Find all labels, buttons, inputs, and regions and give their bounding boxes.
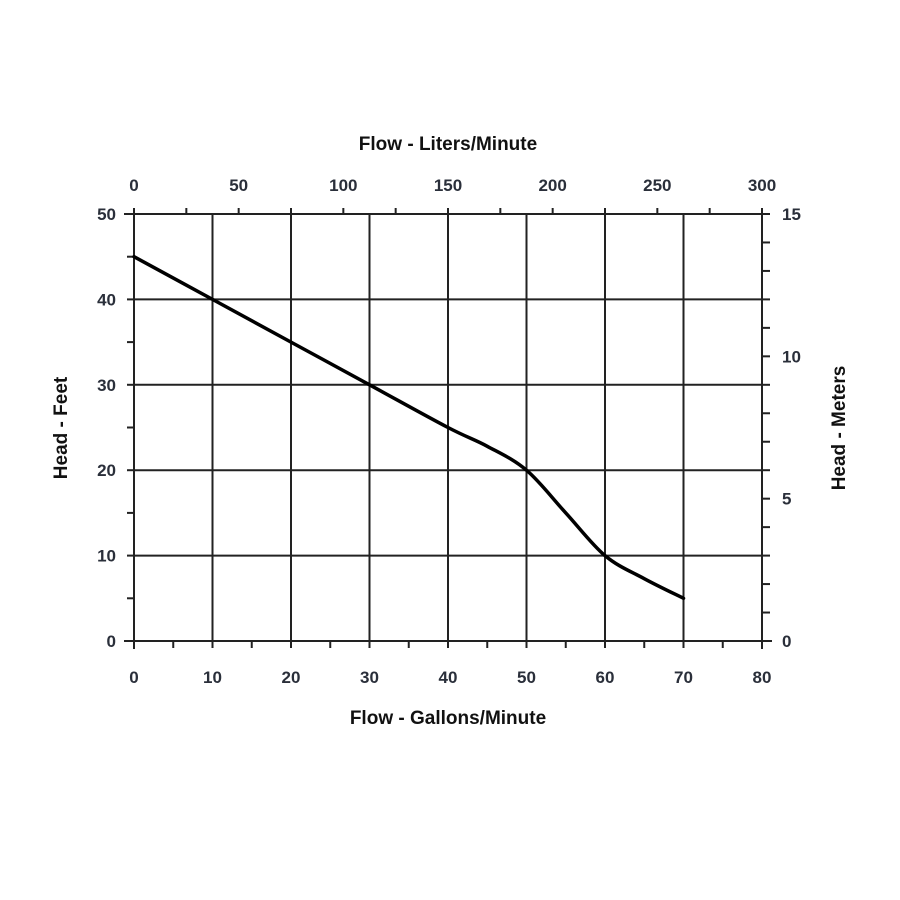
left-tick-label: 40 [97,290,116,309]
top-tick-label: 150 [434,176,462,195]
left-tick-label: 0 [107,632,116,651]
left-tick-label: 50 [97,205,116,224]
top-tick-label: 250 [643,176,671,195]
tick-marks [127,208,770,648]
left-axis-title: Head - Feet [51,376,72,479]
top-tick-label: 0 [129,176,138,195]
bottom-tick-label: 70 [674,668,693,687]
right-tick-label: 10 [782,347,801,366]
right-tick-label: 15 [782,205,801,224]
bottom-tick-label: 30 [360,668,379,687]
right-tick-label: 5 [782,490,791,509]
top-tick-label: 200 [538,176,566,195]
bottom-tick-label: 20 [282,668,301,687]
right-axis-title: Head - Meters [829,366,850,491]
bottom-tick-label: 60 [596,668,615,687]
bottom-tick-label: 0 [129,668,138,687]
top-axis-title: Flow - Liters/Minute [359,134,537,155]
grid-lines [134,214,762,641]
bottom-tick-label: 80 [753,668,772,687]
bottom-axis-title: Flow - Gallons/Minute [350,708,546,729]
top-tick-label: 100 [329,176,357,195]
bottom-tick-label: 10 [203,668,222,687]
top-tick-label: 300 [748,176,776,195]
left-tick-label: 10 [97,547,116,566]
performance-curve [132,254,686,601]
bottom-tick-label: 40 [439,668,458,687]
bottom-tick-label: 50 [517,668,536,687]
right-tick-label: 0 [782,632,791,651]
top-tick-label: 50 [229,176,248,195]
left-tick-label: 30 [97,376,116,395]
left-tick-label: 20 [97,461,116,480]
